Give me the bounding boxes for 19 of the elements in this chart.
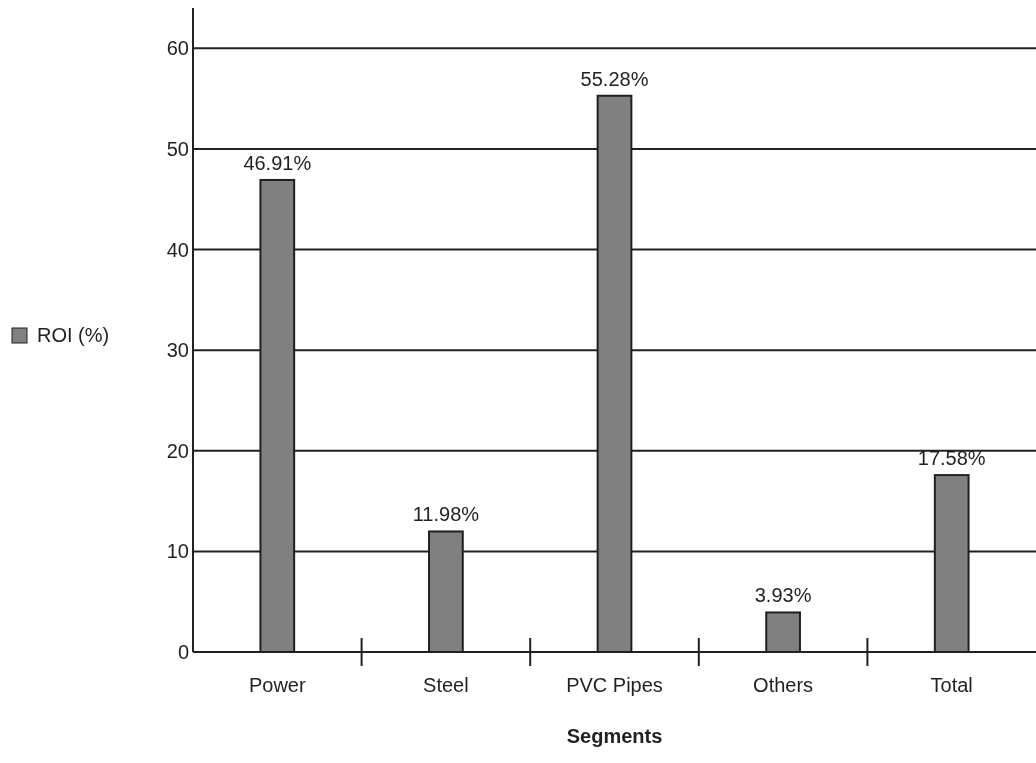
x-tick-label: PVC Pipes	[566, 674, 663, 696]
x-tick-label: Steel	[423, 674, 469, 696]
text: 3.93%	[754, 584, 812, 607]
y-tick-label: 50	[166, 137, 189, 160]
y-tick-label: 60	[166, 37, 189, 60]
text: 11.98%	[412, 503, 480, 526]
text: 55.28%	[580, 67, 649, 90]
legend-label: ROI (%)	[37, 324, 110, 346]
y-tick-label: 0	[177, 641, 189, 663]
y-tick-label: 20	[166, 439, 189, 462]
x-tick-label: Others	[753, 674, 814, 696]
y-tick-label: 10	[166, 540, 189, 563]
y-tick-label: 30	[166, 339, 189, 362]
x-tick-label: Total	[930, 674, 973, 696]
text: 46.91%	[243, 151, 312, 174]
y-tick-label: 40	[166, 238, 189, 261]
x-tick-label: Power	[248, 674, 306, 696]
x-axis-title: Segments	[566, 725, 663, 747]
text: 17.58%	[917, 447, 986, 470]
